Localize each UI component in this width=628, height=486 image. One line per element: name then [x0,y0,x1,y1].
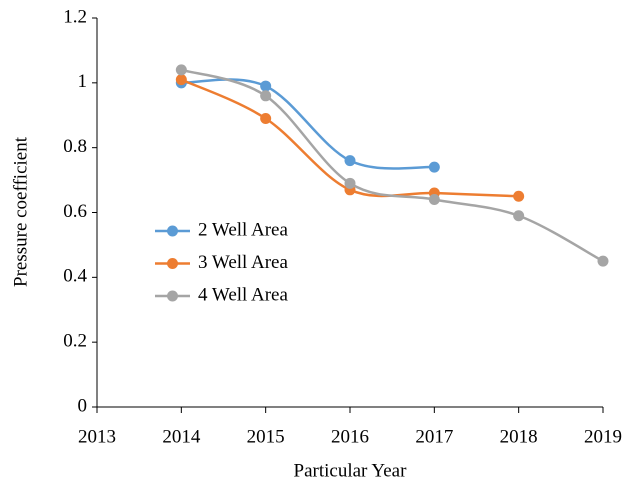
x-tick-label: 2017 [415,426,453,447]
legend-marker [167,290,178,302]
legend-marker [167,258,178,269]
legend-label: 3 Well Area [198,252,288,273]
series-line [180,68,604,263]
point [260,90,272,102]
x-tick-label: 2016 [331,426,369,447]
series-line [181,78,435,170]
x-axis-label: Particular Year [294,460,408,481]
y-tick-label: 0.4 [63,266,87,287]
point [175,64,187,76]
point [597,255,609,267]
point [344,155,356,167]
x-tick-label: 2019 [584,426,622,447]
y-axis-label: Pressure coefficient [10,136,31,287]
point [175,74,187,86]
y-tick-label: 1.2 [63,6,87,27]
y-tick-label: 1 [78,71,88,92]
legend-label: 4 Well Area [198,284,288,305]
point [513,210,525,222]
y-tick-label: 0 [78,395,88,416]
x-tick-label: 2015 [247,426,285,447]
x-tick-label: 2013 [78,426,116,447]
point [260,80,272,92]
point [428,161,440,173]
point [513,190,525,202]
point [260,112,272,124]
y-tick-label: 0.6 [63,201,87,222]
point [428,194,440,206]
point [344,177,356,189]
legend-label: 2 Well Area [198,219,288,240]
y-tick-label: 0.2 [63,331,87,352]
y-tick-label: 0.8 [63,136,87,157]
legend-marker [167,225,178,237]
x-tick-label: 2018 [500,426,538,447]
x-tick-label: 2014 [162,426,201,447]
